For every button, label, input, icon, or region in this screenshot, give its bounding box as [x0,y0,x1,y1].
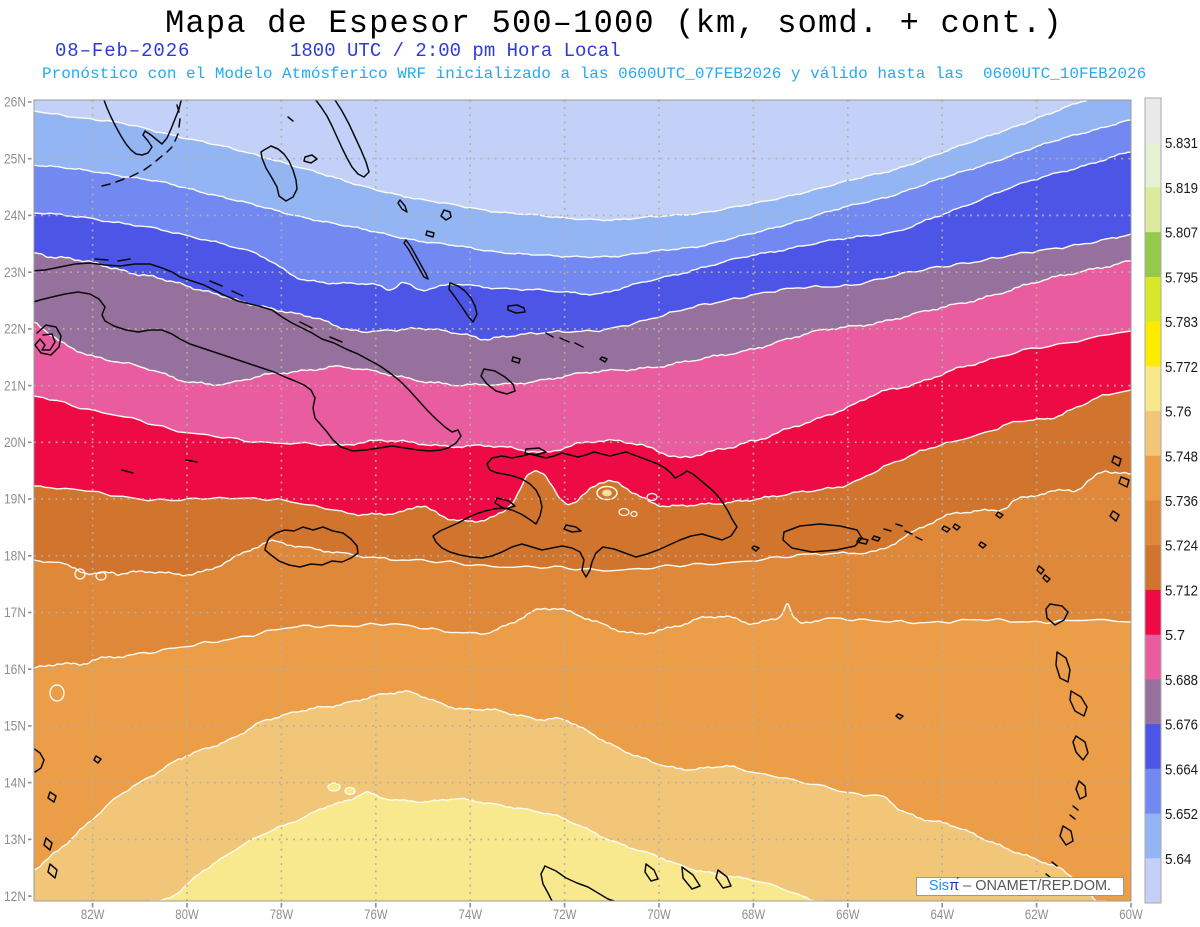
svg-text:5.688: 5.688 [1165,672,1198,689]
svg-text:23N: 23N [4,264,26,280]
svg-text:5.64: 5.64 [1165,851,1192,868]
svg-text:82W: 82W [81,906,105,922]
svg-text:78W: 78W [270,906,294,922]
svg-text:5.748: 5.748 [1165,448,1198,465]
svg-text:64W: 64W [931,906,955,922]
svg-text:70W: 70W [647,906,671,922]
svg-text:25N: 25N [4,150,26,166]
svg-text:5.772: 5.772 [1165,359,1198,376]
svg-text:5.736: 5.736 [1165,493,1198,510]
svg-text:5.724: 5.724 [1165,538,1198,555]
svg-text:5.831: 5.831 [1165,135,1198,152]
svg-text:19N: 19N [4,491,26,507]
svg-text:22N: 22N [4,321,26,337]
svg-text:12N: 12N [4,888,26,904]
svg-text:68W: 68W [742,906,766,922]
svg-text:5.76: 5.76 [1165,404,1192,421]
svg-text:5.819: 5.819 [1165,180,1198,197]
svg-text:72W: 72W [553,906,577,922]
svg-text:5.676: 5.676 [1165,717,1198,734]
svg-text:15N: 15N [4,718,26,734]
svg-text:74W: 74W [459,906,483,922]
svg-text:5.652: 5.652 [1165,806,1198,823]
svg-text:17N: 17N [4,604,26,620]
svg-text:66W: 66W [836,906,860,922]
svg-text:76W: 76W [364,906,388,922]
svg-text:14N: 14N [4,774,26,790]
svg-text:62W: 62W [1025,906,1049,922]
svg-text:80W: 80W [175,906,199,922]
svg-text:5.795: 5.795 [1165,269,1198,286]
svg-text:21N: 21N [4,377,26,393]
svg-text:5.664: 5.664 [1165,761,1198,778]
svg-text:24N: 24N [4,207,26,223]
svg-text:13N: 13N [4,831,26,847]
svg-text:18N: 18N [4,548,26,564]
svg-text:5.7: 5.7 [1165,627,1185,644]
svg-text:26N: 26N [4,94,26,110]
svg-text:16N: 16N [4,661,26,677]
svg-text:5.712: 5.712 [1165,582,1198,599]
svg-text:60W: 60W [1119,906,1143,922]
svg-text:5.783: 5.783 [1165,314,1198,331]
svg-text:5.807: 5.807 [1165,225,1198,242]
svg-text:20N: 20N [4,434,26,450]
